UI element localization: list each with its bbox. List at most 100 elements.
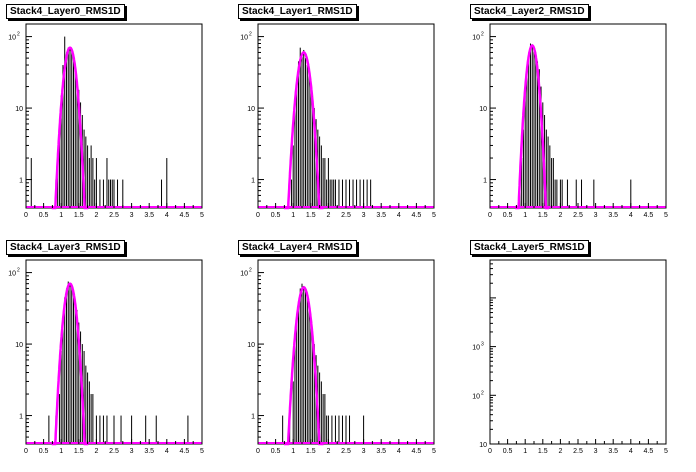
histogram-bin: [549, 145, 551, 208]
x-tick-label: 0: [488, 448, 492, 455]
y-tick-label: 10: [479, 106, 487, 113]
histogram-bin: [297, 301, 299, 444]
histogram-bin: [303, 49, 305, 208]
fit-curve: [515, 44, 550, 210]
x-tick-label: 3: [130, 448, 134, 455]
histogram-bin: [306, 65, 308, 208]
histogram-bin: [341, 179, 343, 208]
x-tick-label: 4.5: [412, 448, 422, 455]
histogram-bin: [352, 179, 354, 208]
histogram-bin: [312, 331, 314, 444]
x-tick-label: 0: [24, 448, 28, 455]
y-tick-exponent: 3: [481, 342, 484, 348]
histogram-bin: [363, 415, 365, 444]
histogram-bin: [299, 47, 301, 208]
x-tick-label: 3.5: [376, 212, 386, 219]
histogram-bin: [341, 415, 343, 444]
y-tick-exponent: 2: [17, 32, 20, 38]
x-tick-label: 3.5: [144, 448, 154, 455]
x-tick-label: 1: [59, 212, 63, 219]
x-tick-label: 0.5: [503, 448, 513, 455]
histogram-bin: [99, 179, 101, 208]
y-tick-label: 10: [479, 442, 487, 449]
histogram-bin: [540, 86, 542, 208]
x-tick-label: 2: [558, 448, 562, 455]
histogram-bin: [71, 285, 73, 444]
histogram-bin: [324, 158, 326, 208]
histogram-bin: [294, 108, 296, 208]
histogram-bin: [349, 415, 351, 444]
x-tick-label: 4.5: [412, 212, 422, 219]
x-tick-label: 1.5: [306, 448, 316, 455]
x-tick-label: 3: [130, 212, 134, 219]
x-tick-label: 4: [629, 448, 633, 455]
histogram-bin: [561, 179, 563, 208]
histogram-bin: [74, 301, 76, 444]
histogram-bin: [102, 415, 104, 444]
histogram-bin: [120, 415, 122, 444]
histogram-bin: [370, 179, 372, 208]
histogram-bin: [62, 65, 64, 208]
histogram-bin: [60, 350, 62, 444]
histogram-bin: [345, 415, 347, 444]
histogram-bin: [319, 136, 321, 208]
x-tick-label: 2.5: [341, 212, 351, 219]
histogram-panel-layer4: Stack4_Layer4_RMS1D 0 0.5 1 1.5 2 2.5 3 3.5 4 4.5…: [232, 236, 464, 472]
y-tick-label: 10: [247, 342, 255, 349]
histogram-bin: [64, 297, 66, 444]
histogram-bin: [528, 52, 530, 208]
x-tick-label: 3.5: [608, 212, 618, 219]
histogram-bin: [552, 158, 554, 208]
histogram-panel-layer0: Stack4_Layer0_RMS1D 0 0.5 1 1.5 2 2.5 3 3.5 4 4.5…: [0, 0, 232, 236]
histogram-bin: [345, 179, 347, 208]
histogram-panel-layer3: Stack4_Layer3_RMS1D 0 0.5 1 1.5 2 2.5 3 3.5 4 4.5…: [0, 236, 232, 472]
histogram-bin: [108, 179, 110, 208]
x-tick-label: 4.5: [180, 448, 190, 455]
plot-frame: [489, 259, 667, 445]
histogram-title: Stack4_Layer5_RMS1D: [470, 240, 589, 255]
histogram-bin: [109, 179, 111, 208]
histogram-bin: [90, 394, 92, 444]
histogram-bin: [327, 158, 329, 208]
x-tick-label: 3: [362, 448, 366, 455]
histogram-bin: [313, 344, 315, 444]
fit-curve: [51, 46, 89, 210]
histogram-bin: [303, 285, 305, 444]
histogram-bin: [48, 415, 50, 444]
histogram-bin: [538, 69, 540, 208]
histogram-bin: [547, 136, 549, 208]
x-tick-label: 1.5: [74, 212, 84, 219]
x-tick-label: 0: [24, 212, 28, 219]
histogram-bin: [155, 415, 157, 444]
histogram-bin: [62, 322, 64, 444]
histogram-bin: [308, 305, 310, 444]
histogram-bin: [58, 129, 60, 208]
histogram-bin: [301, 283, 303, 444]
histogram-bin: [113, 179, 115, 208]
histogram-bin: [58, 394, 60, 444]
x-tick-label: 1: [59, 448, 63, 455]
histogram-bin: [551, 158, 553, 208]
histogram-bin: [308, 73, 310, 208]
x-tick-label: 1.5: [74, 448, 84, 455]
histogram-bin: [65, 288, 67, 444]
x-tick-label: 4: [397, 448, 401, 455]
x-tick-label: 5: [664, 212, 668, 219]
histogram-bin: [310, 315, 312, 444]
x-tick-label: 1: [523, 212, 527, 219]
x-tick-label: 5: [432, 212, 436, 219]
histogram-bin: [92, 158, 94, 208]
histogram-bin: [64, 36, 66, 208]
histogram-bin: [522, 129, 524, 208]
y-tick-exponent: 2: [481, 32, 484, 38]
histogram-bin: [593, 179, 595, 208]
histogram-bin: [566, 179, 568, 208]
histogram-bin: [326, 179, 328, 208]
x-tick-label: 4.5: [644, 212, 654, 219]
x-tick-label: 3: [594, 448, 598, 455]
histogram-bin: [83, 350, 85, 444]
histogram-bin: [319, 372, 321, 444]
histogram-bin: [85, 136, 87, 208]
